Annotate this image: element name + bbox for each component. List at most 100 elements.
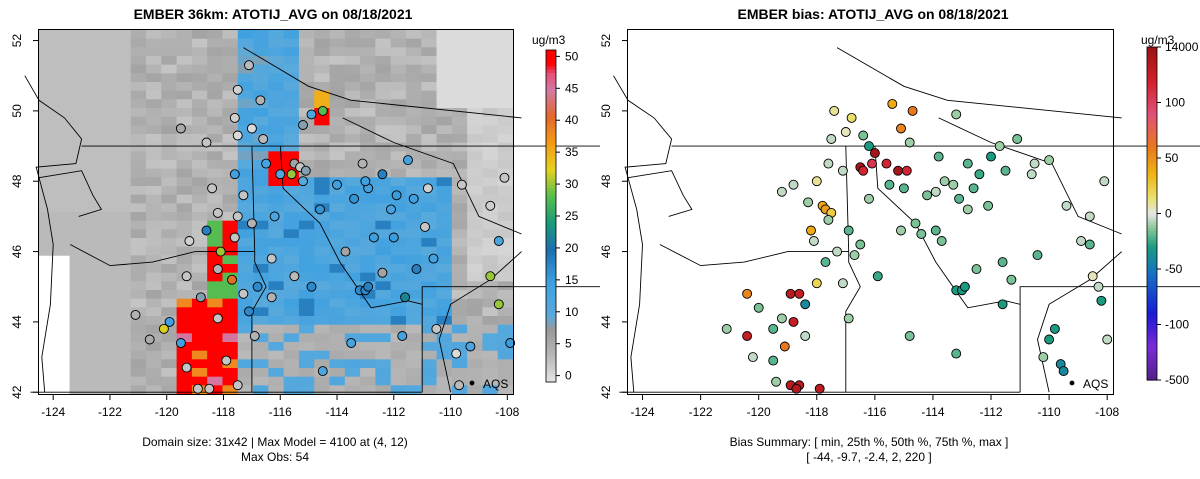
heatmap-cell [467,229,483,239]
heatmap-cell [237,30,254,40]
heatmap-cell [69,73,86,83]
heatmap-cell [467,108,483,118]
heatmap-cell [298,238,315,248]
heatmap-cell [451,264,468,274]
colorbar-segment [1147,105,1157,109]
heatmap-cell [191,73,208,83]
colorbar-segment [546,145,556,150]
heatmap-cell [390,220,407,230]
heatmap-cell [207,255,223,265]
colorbar-segment [546,337,556,342]
heatmap-cell [298,307,315,317]
heatmap-cell [84,307,101,317]
heatmap-cell [69,350,86,360]
heatmap-cell [467,194,483,204]
observation-point [776,186,787,197]
heatmap-cell [390,350,407,360]
colorbar-segment [1147,202,1157,206]
heatmap-cell [436,168,453,178]
heatmap-cell [237,82,254,92]
observation-point [465,341,476,352]
observation-point [779,341,790,352]
x-axis-ticks: -124 -122 -120 -118 -116 -114 -112 -110 -108 [41,394,520,419]
x-tick-label: -120 [747,405,771,419]
heatmap-cell [405,160,422,170]
heatmap-cell [69,177,86,187]
colorbar-tick-label: 10 [565,305,579,319]
heatmap-cell [421,359,437,369]
colorbar-segment [1147,207,1157,212]
heatmap-cell [146,264,162,274]
heatmap-cell [390,264,407,274]
heatmap-cell [268,281,285,291]
heatmap-cell [405,73,422,83]
heatmap-cell [161,342,178,352]
heatmap-cell [146,116,162,126]
colorbar-segment [546,238,556,243]
heatmap-cell [314,73,330,83]
heatmap-cell [298,82,315,92]
observation-point [252,281,263,292]
heatmap-cell [344,108,361,118]
heatmap-cell [421,350,437,360]
heatmap-cell [467,116,483,126]
heatmap-cell [360,168,376,178]
heatmap-cell [191,298,208,308]
colorbar-segment [546,104,556,109]
heatmap-cell [115,290,132,300]
colorbar-segment [546,263,556,268]
heatmap-cell [69,142,86,152]
heatmap-cell [100,125,116,135]
heatmap-cell [222,38,239,48]
colorbar-segment [1147,332,1157,337]
heatmap-cell [54,116,70,126]
heatmap-cell [222,73,239,83]
heatmap-cell [130,108,147,118]
observation-point [881,158,892,169]
observation-point [493,236,504,246]
heatmap-cell [69,134,86,144]
observation-point [1029,158,1040,169]
heatmap-cell [375,298,392,308]
heatmap-cell [390,324,407,334]
heatmap-cell [344,290,361,300]
heatmap-cell [100,134,116,144]
heatmap-cell [207,272,223,282]
colorbar-segment [1147,305,1157,309]
heatmap-cell [314,264,330,274]
heatmap-cell [100,99,116,109]
observation-point [315,204,325,215]
heatmap-cell [314,64,330,74]
observation-point [1044,334,1055,345]
heatmap-cell [191,134,208,144]
observation-point [1058,366,1069,377]
heatmap-cell [39,229,55,239]
colorbar-tick-label: -100 [1165,318,1189,332]
heatmap-cell [451,255,468,265]
heatmap-cell [39,38,55,48]
heatmap-cell [176,47,193,57]
heatmap-cell [268,368,285,378]
heatmap-cell [283,220,300,230]
heatmap-cell [467,73,483,83]
heatmap-cell [191,229,208,239]
heatmap-cell [375,281,392,291]
heatmap-cell [344,116,361,126]
colorbar-segment [546,56,556,61]
heatmap-cell [84,316,101,326]
heatmap-cell [405,290,422,300]
heatmap-cell [237,359,254,369]
heatmap-cell [329,264,346,274]
heatmap-cell [375,368,392,378]
heatmap-cell [268,64,285,74]
heatmap-cell [54,168,70,178]
heatmap-cell [314,168,330,178]
heatmap-cell [237,186,254,196]
heatmap-cell [405,385,422,395]
heatmap-cell [84,220,101,230]
heatmap-cell [176,350,193,360]
heatmap-cell [207,298,223,308]
